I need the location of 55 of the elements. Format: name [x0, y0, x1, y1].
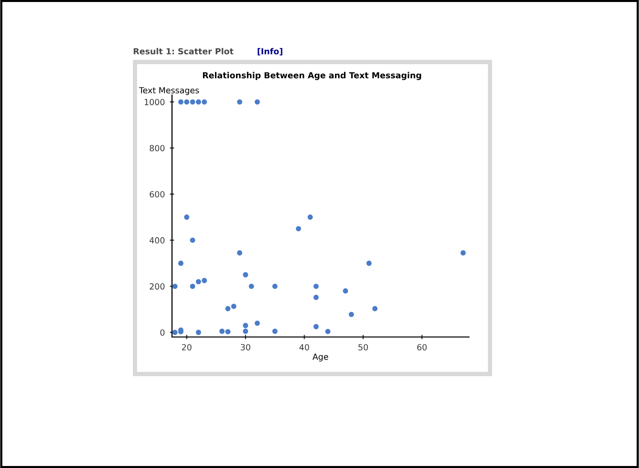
point [366, 260, 372, 266]
x-tick-label: 50 [358, 344, 368, 350]
point [242, 322, 248, 328]
x-tick-label: 40 [299, 344, 310, 350]
point [254, 99, 260, 105]
point [460, 250, 466, 256]
point [178, 260, 184, 266]
point [313, 284, 319, 289]
y-tick-label: 400 [150, 237, 164, 244]
point [196, 330, 202, 335]
point [219, 328, 225, 334]
point [313, 324, 319, 330]
text: [Info] [258, 48, 282, 56]
point [237, 99, 242, 105]
x-tick-label: 30 [240, 344, 250, 350]
point [172, 284, 178, 289]
x-tick-label: 60 [417, 344, 427, 350]
point [225, 306, 230, 312]
point [184, 99, 190, 105]
point [231, 304, 236, 309]
point [225, 329, 230, 334]
text: Result 1: Scatter Plot [134, 48, 234, 54]
x-axis-title: Age [312, 354, 328, 362]
point [242, 328, 248, 334]
point [242, 272, 248, 278]
point [272, 328, 278, 334]
point [190, 238, 196, 243]
y-tick-label: 0 [160, 329, 164, 336]
point [348, 312, 354, 318]
point [313, 294, 319, 300]
y-tick-label: 800 [150, 144, 164, 152]
point [325, 328, 330, 334]
y-tick-label: 1000 [144, 98, 164, 106]
point [372, 306, 378, 312]
point [196, 279, 202, 284]
point [272, 284, 278, 289]
x-tick-label: 20 [182, 344, 192, 350]
point [254, 320, 260, 326]
point [237, 250, 242, 256]
y-tick-label: 600 [150, 191, 164, 198]
point [184, 214, 190, 220]
point [296, 226, 302, 232]
y-tick-label: 200 [150, 283, 164, 290]
point [248, 284, 254, 289]
point [172, 330, 178, 335]
point [202, 278, 207, 284]
point [196, 99, 202, 105]
point [202, 99, 207, 105]
point [342, 288, 348, 294]
point [308, 214, 313, 220]
chart-title: Relationship Between Age and Text Messaging [202, 72, 422, 80]
point [178, 99, 184, 105]
point [190, 284, 196, 289]
y-axis-title: Text Messages [138, 87, 199, 96]
point [190, 99, 196, 105]
